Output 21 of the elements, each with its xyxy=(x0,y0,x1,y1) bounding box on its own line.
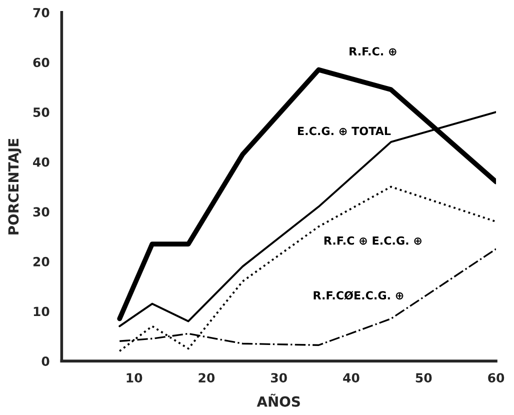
y-tick-label: 10 xyxy=(34,306,50,316)
y-tick-label: 0 xyxy=(42,356,50,366)
x-tick-label: 20 xyxy=(198,373,215,383)
y-tick-label: 20 xyxy=(33,256,50,266)
series-label: R.F.CØE.C.G. ⊕ xyxy=(314,290,404,300)
y-tick-label: 50 xyxy=(33,108,50,117)
x-tick-label: 10 xyxy=(126,373,142,383)
line-series xyxy=(118,186,496,352)
y-tick-label: 40 xyxy=(33,157,50,167)
x-axis-title: AÑOS xyxy=(256,394,300,407)
x-tick-label: 60 xyxy=(488,373,504,383)
y-tick-label: 70 xyxy=(33,8,50,18)
x-tick-label: 50 xyxy=(416,373,432,383)
x-tick-label: 30 xyxy=(270,373,287,383)
series-label: E.C.G. ⊕ TOTAL xyxy=(298,126,391,136)
y-tick-label: 60 xyxy=(33,58,50,68)
series-label: R.F.C. ⊕ xyxy=(350,47,396,56)
series-label: R.F.C ⊕ E.C.G. ⊕ xyxy=(324,236,422,245)
y-axis-title: PORCENTAJE xyxy=(8,138,22,234)
x-tick-label: 40 xyxy=(343,373,360,383)
y-tick-label: 30 xyxy=(33,207,50,217)
